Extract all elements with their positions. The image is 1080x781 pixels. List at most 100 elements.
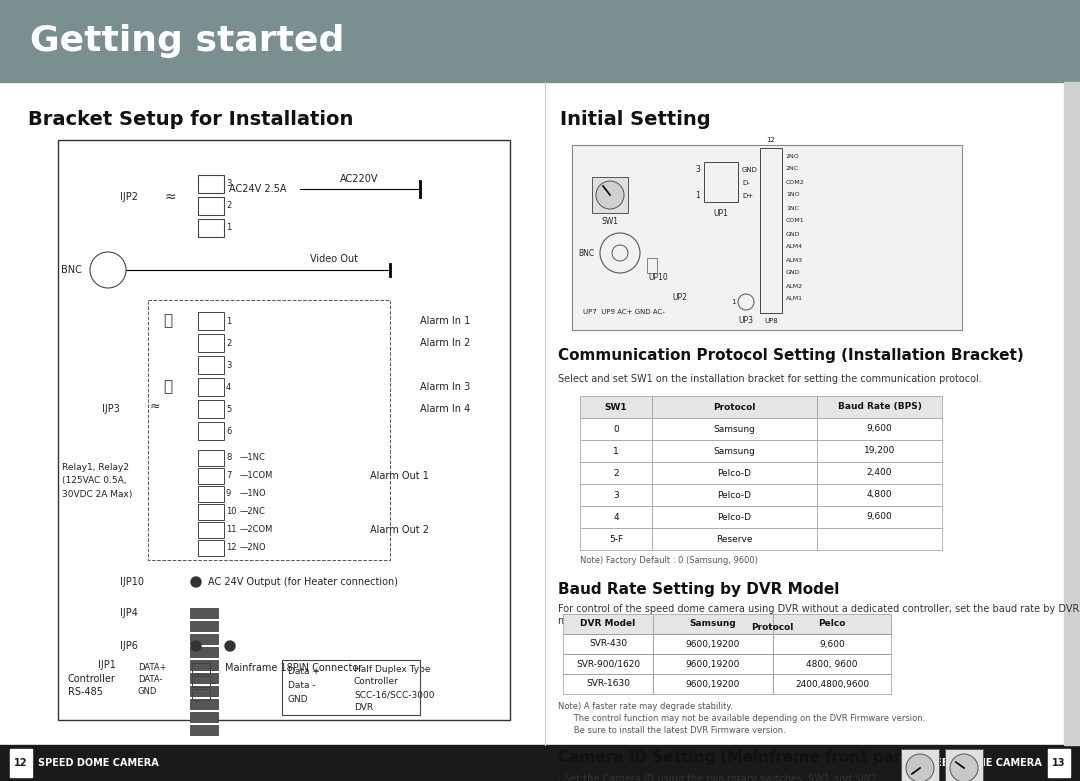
- Text: 2NC: 2NC: [786, 166, 799, 172]
- Bar: [190, 686, 218, 696]
- Text: —1NC: —1NC: [240, 454, 266, 462]
- Text: 2: 2: [613, 469, 619, 477]
- Bar: [773, 634, 891, 654]
- Bar: [148, 300, 390, 560]
- Text: 12: 12: [14, 758, 28, 768]
- Bar: [0, 745, 1080, 781]
- Circle shape: [906, 754, 934, 781]
- Text: Note) A faster rate may degrade stability.: Note) A faster rate may degrade stabilit…: [558, 702, 732, 711]
- Bar: [198, 540, 224, 556]
- Text: Video Out: Video Out: [310, 254, 357, 264]
- Text: AC220V: AC220V: [340, 174, 378, 184]
- Text: 12: 12: [767, 137, 775, 143]
- Text: Camera ID Setting (Mainframe front panel): Camera ID Setting (Mainframe front panel…: [558, 750, 928, 765]
- Bar: [945, 749, 983, 781]
- Bar: [190, 712, 218, 722]
- Text: ≈: ≈: [150, 400, 160, 412]
- Text: SPEED DOME CAMERA: SPEED DOME CAMERA: [921, 758, 1042, 768]
- Text: ⟋: ⟋: [163, 380, 173, 394]
- Text: DATA+: DATA+: [138, 662, 166, 672]
- Text: 1: 1: [226, 316, 231, 326]
- Text: · Set the Camera ID using the two rotary switches. SW1 and SW2: · Set the Camera ID using the two rotary…: [558, 774, 877, 781]
- Text: 9600,19200: 9600,19200: [686, 640, 740, 648]
- Text: AC24V 2.5A: AC24V 2.5A: [229, 184, 287, 194]
- Bar: [192, 676, 210, 687]
- Bar: [816, 506, 942, 528]
- Bar: [580, 484, 652, 506]
- Text: 12: 12: [226, 544, 237, 552]
- Bar: [816, 396, 942, 418]
- Text: ALM3: ALM3: [786, 258, 804, 262]
- Circle shape: [950, 754, 978, 781]
- Bar: [0, 0, 1080, 82]
- Bar: [563, 614, 653, 634]
- Text: D-: D-: [742, 180, 750, 186]
- Text: 3: 3: [226, 180, 231, 188]
- Bar: [653, 654, 773, 674]
- Bar: [190, 621, 218, 631]
- Text: Controller: Controller: [354, 677, 399, 686]
- Text: IJP3: IJP3: [102, 404, 120, 414]
- Text: Pelco-D: Pelco-D: [717, 490, 752, 500]
- Bar: [816, 528, 942, 550]
- Bar: [653, 621, 891, 634]
- Text: 1: 1: [731, 299, 735, 305]
- Bar: [652, 528, 816, 550]
- Bar: [816, 484, 942, 506]
- Bar: [652, 418, 816, 440]
- Text: IJP1: IJP1: [98, 660, 116, 670]
- Text: 5-F: 5-F: [609, 534, 623, 544]
- Text: —2COM: —2COM: [240, 526, 273, 534]
- Bar: [198, 400, 224, 418]
- Text: GND: GND: [786, 270, 800, 276]
- Text: 2,400: 2,400: [867, 469, 892, 477]
- Bar: [773, 614, 891, 634]
- Bar: [652, 462, 816, 484]
- Bar: [190, 608, 218, 618]
- Bar: [198, 468, 224, 484]
- Text: 2: 2: [226, 338, 231, 348]
- Text: Data -: Data -: [288, 682, 315, 690]
- Text: Alarm In 1: Alarm In 1: [420, 316, 470, 326]
- Text: 7: 7: [226, 472, 231, 480]
- Text: model as described below.: model as described below.: [558, 616, 688, 626]
- Text: Bracket Setup for Installation: Bracket Setup for Installation: [28, 110, 353, 129]
- Text: 4,800: 4,800: [866, 490, 892, 500]
- Text: 13: 13: [1052, 758, 1066, 768]
- Text: ALM4: ALM4: [786, 244, 804, 249]
- Text: 9,600: 9,600: [866, 512, 892, 522]
- Text: Data +: Data +: [288, 668, 320, 676]
- Text: Relay1, Relay2: Relay1, Relay2: [62, 463, 129, 473]
- Text: Select and set SW1 on the installation bracket for setting the communication pro: Select and set SW1 on the installation b…: [558, 374, 982, 384]
- Text: UP3: UP3: [739, 316, 754, 325]
- Text: Note) Factory Default : 0 (Samsung, 9600): Note) Factory Default : 0 (Samsung, 9600…: [580, 556, 758, 565]
- Bar: [704, 162, 738, 202]
- Bar: [10, 749, 32, 777]
- Bar: [760, 148, 782, 313]
- Bar: [198, 504, 224, 520]
- Text: Getting started: Getting started: [30, 24, 345, 58]
- Text: Pelco-D: Pelco-D: [717, 512, 752, 522]
- Bar: [580, 506, 652, 528]
- Text: Controller: Controller: [68, 674, 116, 684]
- Text: 1NC: 1NC: [786, 205, 799, 211]
- Text: 9600,19200: 9600,19200: [686, 659, 740, 669]
- Text: Baud Rate Setting by DVR Model: Baud Rate Setting by DVR Model: [558, 582, 839, 597]
- Text: RS-485: RS-485: [68, 687, 103, 697]
- Bar: [653, 614, 773, 634]
- Text: Pelco-D: Pelco-D: [717, 469, 752, 477]
- Bar: [198, 378, 224, 396]
- Bar: [653, 674, 773, 694]
- Text: Samsung: Samsung: [714, 447, 755, 455]
- Text: 6: 6: [226, 426, 231, 436]
- Bar: [282, 660, 420, 715]
- Text: The control function may not be available depending on the DVR Firmware version.: The control function may not be availabl…: [558, 714, 926, 723]
- Text: 4: 4: [226, 383, 231, 391]
- Text: Communication Protocol Setting (Installation Bracket): Communication Protocol Setting (Installa…: [558, 348, 1024, 363]
- Text: 30VDC 2A Max): 30VDC 2A Max): [62, 490, 133, 498]
- Text: 4: 4: [613, 512, 619, 522]
- Circle shape: [596, 181, 624, 209]
- Text: 1: 1: [226, 223, 231, 233]
- Circle shape: [191, 577, 201, 587]
- Text: 2NO: 2NO: [786, 154, 800, 159]
